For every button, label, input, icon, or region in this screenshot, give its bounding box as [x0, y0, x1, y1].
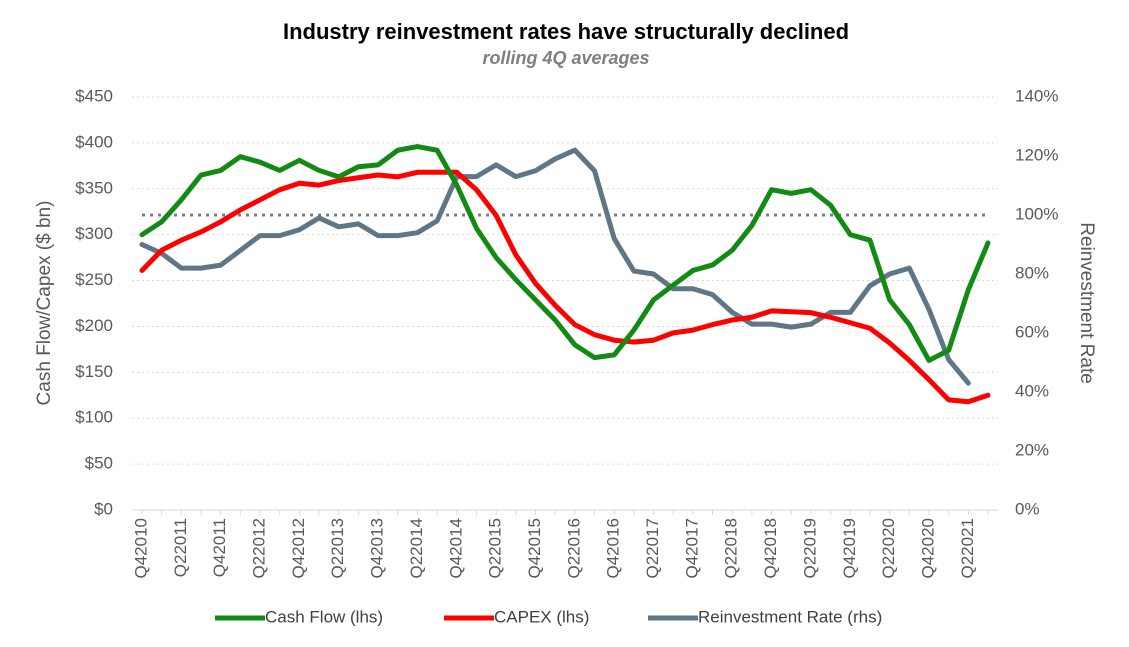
y2-tick-label: 100%: [1015, 204, 1058, 223]
x-tick-label: Q22016: [564, 518, 583, 579]
y-tick-label: $150: [75, 362, 113, 381]
chart-subtitle: rolling 4Q averages: [482, 48, 649, 68]
y2-tick-label: 40%: [1015, 381, 1049, 400]
y-tick-label: $50: [85, 454, 113, 473]
x-tick-label: Q42019: [840, 518, 859, 579]
x-tick-label: Q42015: [525, 518, 544, 579]
x-tick-label: Q22018: [722, 518, 741, 579]
y-tick-label: $250: [75, 270, 113, 289]
legend-label: Cash Flow (lhs): [265, 607, 383, 626]
x-tick-label: Q22020: [879, 518, 898, 579]
x-tick-label: Q42018: [761, 518, 780, 579]
x-tick-label: Q22012: [250, 518, 269, 579]
y2-tick-label: 0%: [1015, 499, 1040, 518]
y-tick-label: $200: [75, 316, 113, 335]
x-tick-label: Q22014: [407, 518, 426, 579]
x-tick-label: Q42020: [918, 518, 937, 579]
y2-tick-label: 120%: [1015, 145, 1058, 164]
chart-title: Industry reinvestment rates have structu…: [283, 19, 849, 44]
y2-axis-label: Reinvestment Rate: [1076, 222, 1097, 384]
x-tick-label: Q22011: [171, 518, 190, 577]
x-tick-label: Q22017: [643, 518, 662, 579]
y2-tick-label: 80%: [1015, 263, 1049, 282]
y-axis-label: Cash Flow/Capex ($ bn): [34, 201, 55, 406]
legend-label: Reinvestment Rate (rhs): [698, 607, 882, 626]
x-tick-label: Q22013: [328, 518, 347, 579]
y-tick-label: $350: [75, 178, 113, 197]
series-line: [139, 169, 991, 405]
series-line: [139, 144, 991, 363]
y-tick-label: $450: [75, 86, 113, 105]
y2-tick-label: 140%: [1015, 86, 1058, 105]
y-tick-label: $100: [75, 408, 113, 427]
y-tick-label: $400: [75, 132, 113, 151]
y2-tick-label: 60%: [1015, 322, 1049, 341]
x-tick-label: Q42014: [446, 518, 465, 579]
y2-tick-label: 20%: [1015, 440, 1049, 459]
x-tick-label: Q22021: [958, 518, 977, 579]
x-tick-label: Q42016: [604, 518, 623, 579]
series-line: [139, 147, 971, 386]
x-tick-label: Q42010: [131, 518, 150, 579]
y-tick-label: $0: [94, 499, 113, 518]
x-tick-label: Q42011: [210, 518, 229, 577]
y-tick-label: $300: [75, 224, 113, 243]
x-tick-label: Q22019: [800, 518, 819, 579]
legend-label: CAPEX (lhs): [494, 607, 589, 626]
x-tick-label: Q42017: [682, 518, 701, 579]
x-tick-label: Q42012: [289, 518, 308, 579]
x-tick-label: Q22015: [486, 518, 505, 579]
x-tick-label: Q42013: [368, 518, 387, 579]
